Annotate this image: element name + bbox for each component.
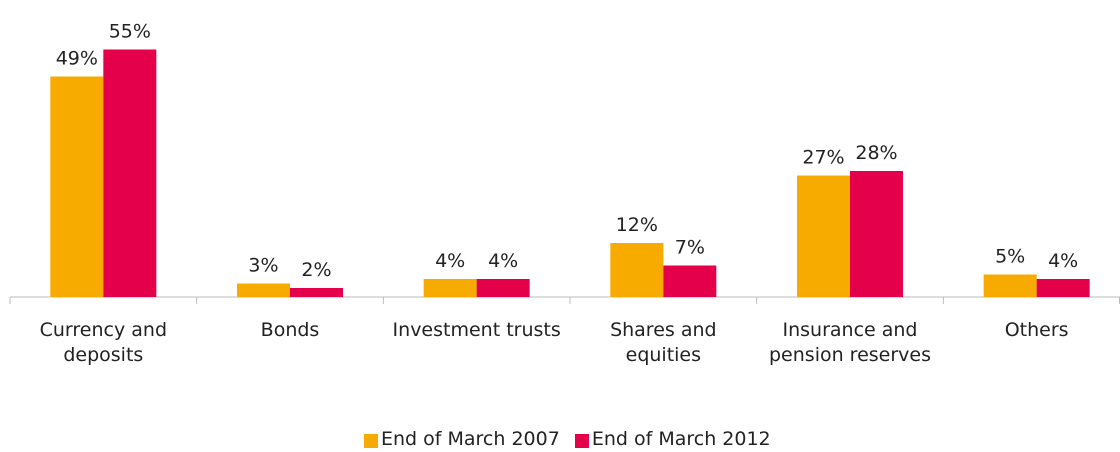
legend-label: End of March 2012	[591, 428, 771, 450]
data-label: 49%	[56, 48, 98, 70]
data-label: 7%	[675, 237, 705, 259]
bar	[663, 265, 717, 297]
legend-label: End of March 2007	[381, 428, 560, 450]
bar	[103, 49, 157, 297]
x-tick-label: Currency and deposits	[39, 319, 168, 366]
data-label: 4%	[1048, 250, 1078, 272]
x-tick-label: Bonds	[260, 319, 320, 341]
bar	[983, 274, 1037, 297]
x-tick-label: Investment trusts	[392, 319, 561, 341]
bar	[476, 279, 530, 297]
data-label: 5%	[995, 246, 1025, 268]
data-label: 12%	[616, 214, 658, 236]
data-label: 27%	[802, 147, 844, 169]
bar	[423, 279, 477, 297]
x-tick-label: Shares and equities	[610, 319, 717, 366]
bar	[1036, 279, 1090, 297]
bar	[237, 283, 290, 297]
data-label: 55%	[109, 21, 151, 43]
bar	[610, 243, 664, 297]
bar	[290, 288, 343, 297]
x-tick-label: Others	[1004, 319, 1069, 341]
legend-swatch	[364, 434, 378, 448]
legend-swatch	[574, 434, 589, 448]
x-tick-label: Insurance and pension reserves	[769, 319, 931, 366]
bar	[797, 175, 850, 297]
bar	[850, 171, 903, 297]
data-label: 4%	[488, 250, 518, 272]
data-label: 28%	[855, 142, 897, 164]
bar	[50, 76, 104, 297]
data-label: 2%	[301, 259, 331, 281]
data-label: 4%	[435, 250, 465, 272]
data-label: 3%	[248, 255, 278, 277]
